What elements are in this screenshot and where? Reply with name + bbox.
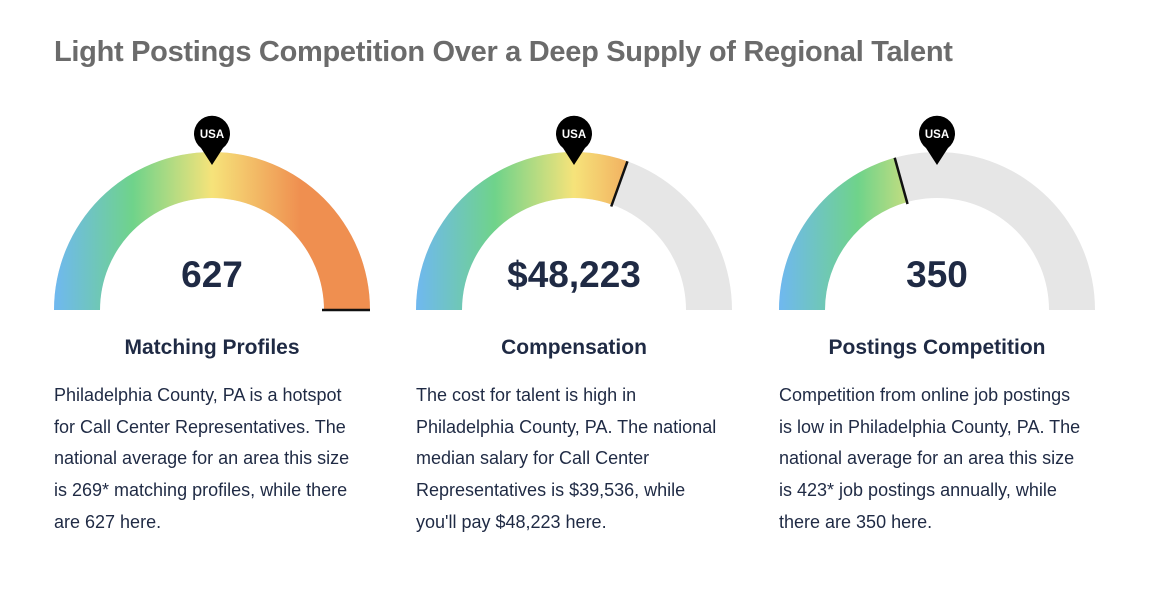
gauge-chart: USA	[779, 115, 1095, 310]
usa-marker-label: USA	[200, 129, 224, 141]
gauge-chart: USA	[416, 115, 732, 310]
gauge-value: 350	[906, 254, 968, 295]
gauge-label: Matching Profiles	[124, 336, 300, 359]
gauge-fill	[779, 157, 908, 310]
gauge-value-tick	[610, 160, 629, 207]
page-title: Light Postings Competition Over a Deep S…	[54, 36, 953, 68]
gauge-value: 627	[181, 254, 243, 295]
gauge-label: Compensation	[501, 336, 647, 359]
usa-marker-label: USA	[925, 129, 949, 141]
gauge-label: Postings Competition	[828, 336, 1046, 359]
gauge-fill	[54, 152, 370, 310]
gauge-postings-competition: USA 350 Postings Competition Competition…	[779, 110, 1099, 580]
gauge-description: The cost for talent is high in Philadelp…	[416, 385, 717, 532]
usa-marker-icon: USA	[194, 115, 231, 165]
gauge-description: Philadelphia County, PA is a hotspot for…	[54, 385, 350, 532]
gauge-description: Competition from online job postings is …	[779, 385, 1081, 532]
usa-marker-label: USA	[562, 129, 586, 141]
gauge-chart: USA	[54, 115, 370, 312]
usa-marker-icon: USA	[556, 115, 592, 165]
gauge-matching-profiles: USA 627 Matching Profiles Philadelphia C…	[54, 110, 374, 580]
usa-marker-icon: USA	[919, 115, 955, 165]
gauge-value: $48,223	[507, 254, 641, 295]
gauge-compensation: USA $48,223 Compensation The cost for ta…	[416, 110, 736, 580]
gauge-value-tick	[893, 157, 909, 205]
gauge-fill	[416, 151, 628, 310]
